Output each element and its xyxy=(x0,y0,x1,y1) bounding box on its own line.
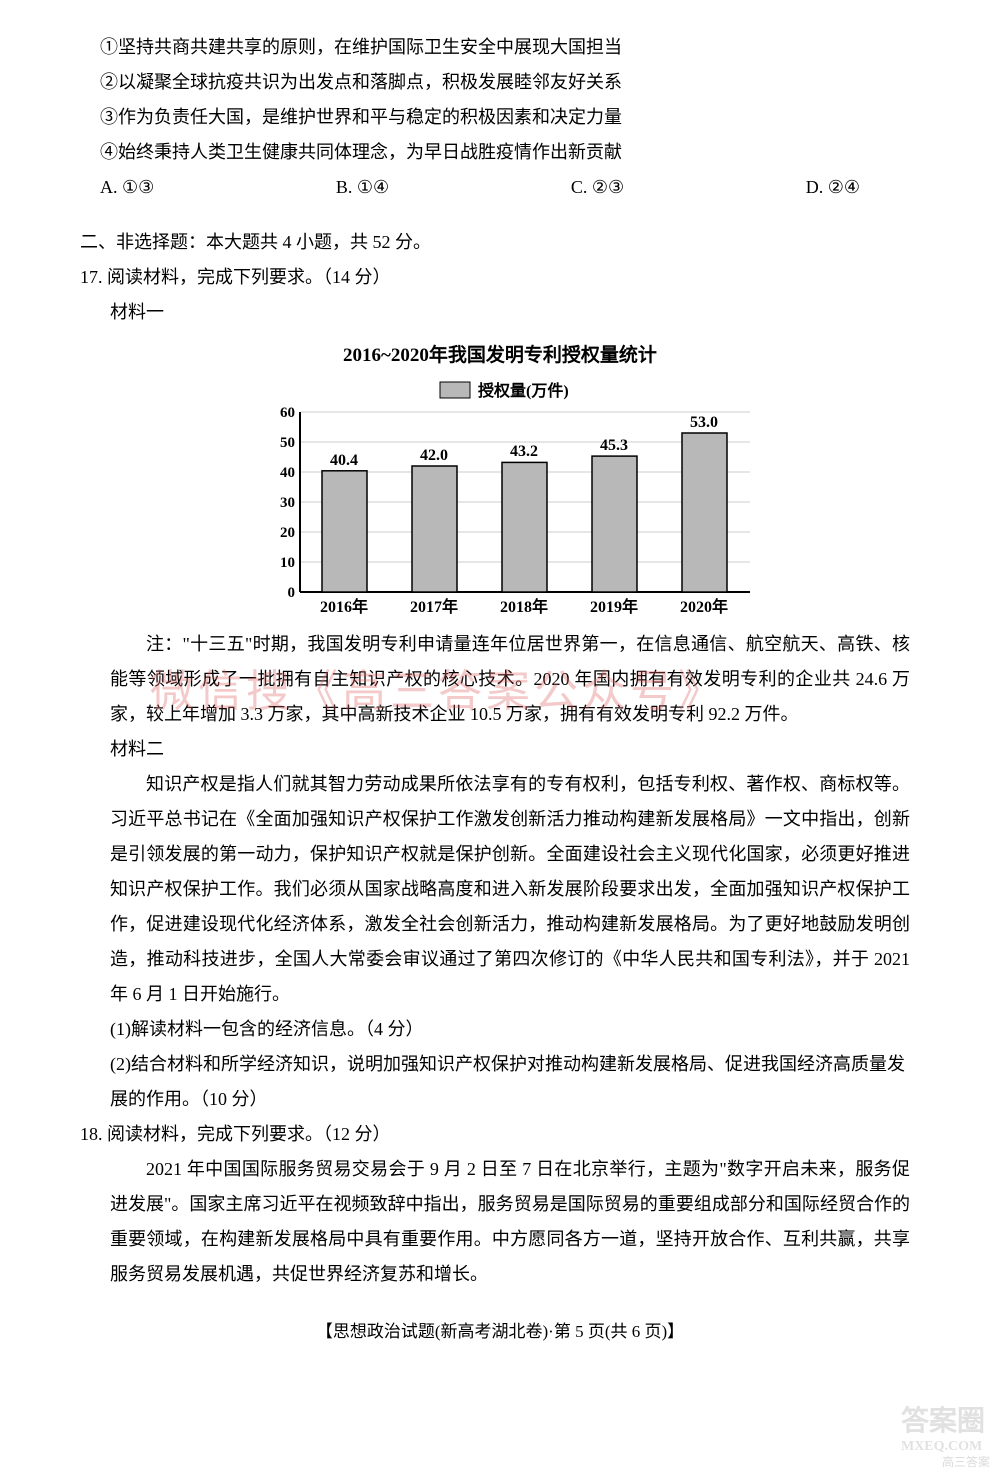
ytick-0: 0 xyxy=(288,585,296,601)
xtick-2019: 2019年 xyxy=(590,597,638,616)
corner-logo: 答案圈 MXEQ.COM xyxy=(901,1399,985,1455)
chart-title: 2016~2020年我国发明专利授权量统计 xyxy=(80,340,920,367)
bar-2018 xyxy=(502,462,547,592)
q17-material1-label: 材料一 xyxy=(110,295,920,330)
bar-label-2017: 42.0 xyxy=(420,447,448,464)
q17-sub1: (1)解读材料一包含的经济信息。（4 分） xyxy=(110,1012,920,1047)
xtick-2018: 2018年 xyxy=(500,597,548,616)
q16-option-4: ④始终秉持人类卫生健康共同体理念，为早日战胜疫情作出新贡献 xyxy=(100,135,920,170)
legend-label: 授权量(万件) xyxy=(478,381,569,400)
q18-text: 2021 年中国国际服务贸易交易会于 9 月 2 日至 7 日在北京举行，主题为… xyxy=(110,1152,910,1292)
q17-header: 17. 阅读材料，完成下列要求。（14 分） xyxy=(80,260,920,295)
ytick-4: 40 xyxy=(280,465,295,481)
choice-a: A. ①③ xyxy=(100,170,154,205)
ytick-6: 60 xyxy=(280,405,295,421)
ytick-3: 30 xyxy=(280,495,295,511)
bar-label-2020: 53.0 xyxy=(690,414,718,431)
q16-option-3: ③作为负责任大国，是维护世界和平与稳定的积极因素和决定力量 xyxy=(100,100,920,135)
bar-2016 xyxy=(322,471,367,592)
bar-2017 xyxy=(412,466,457,592)
bar-label-2019: 45.3 xyxy=(600,437,628,454)
bar-2020 xyxy=(682,433,727,592)
xtick-2020: 2020年 xyxy=(680,597,728,616)
q17-material2-text: 知识产权是指人们就其智力劳动成果所依法享有的专有权利，包括专利权、著作权、商标权… xyxy=(110,767,910,1012)
q17-material2-label: 材料二 xyxy=(110,732,920,767)
ytick-5: 50 xyxy=(280,435,295,451)
q18-header: 18. 阅读材料，完成下列要求。（12 分） xyxy=(80,1117,920,1152)
q17-note: 注："十三五"时期，我国发明专利申请量连年位居世界第一，在信息通信、航空航天、高… xyxy=(110,627,910,732)
section-2-title: 二、非选择题：本大题共 4 小题，共 52 分。 xyxy=(80,225,920,260)
footer-watermark: 高三答案 xyxy=(942,1453,990,1470)
bar-label-2018: 43.2 xyxy=(510,443,538,460)
q16-option-1: ①坚持共商共建共享的原则，在维护国际卫生安全中展现大国担当 xyxy=(100,30,920,65)
choice-d: D. ②④ xyxy=(806,170,860,205)
corner-text: 答案圈 xyxy=(901,1399,985,1439)
xtick-2016: 2016年 xyxy=(320,597,368,616)
bar-label-2016: 40.4 xyxy=(330,452,358,469)
ytick-2: 20 xyxy=(280,525,295,541)
ytick-1: 10 xyxy=(280,555,295,571)
chart-svg: 授权量(万件) 0 10 20 30 40 50 60 40.4 2016年 xyxy=(240,377,760,627)
xtick-2017: 2017年 xyxy=(410,597,458,616)
choice-b: B. ①④ xyxy=(336,170,389,205)
corner-url: MXEQ.COM xyxy=(901,1439,985,1455)
bar-chart: 授权量(万件) 0 10 20 30 40 50 60 40.4 2016年 xyxy=(240,377,760,627)
q17-sub2: (2)结合材料和所学经济知识，说明加强知识产权保护对推动构建新发展格局、促进我国… xyxy=(110,1047,920,1117)
page-footer: 【思想政治试题(新高考湖北卷)·第 5 页(共 6 页)】 xyxy=(80,1317,920,1342)
choice-c: C. ②③ xyxy=(571,170,624,205)
q16-option-2: ②以凝聚全球抗疫共识为出发点和落脚点，积极发展睦邻友好关系 xyxy=(100,65,920,100)
legend-swatch xyxy=(440,382,470,398)
bar-2019 xyxy=(592,456,637,592)
q16-choices: A. ①③ B. ①④ C. ②③ D. ②④ xyxy=(100,170,920,205)
